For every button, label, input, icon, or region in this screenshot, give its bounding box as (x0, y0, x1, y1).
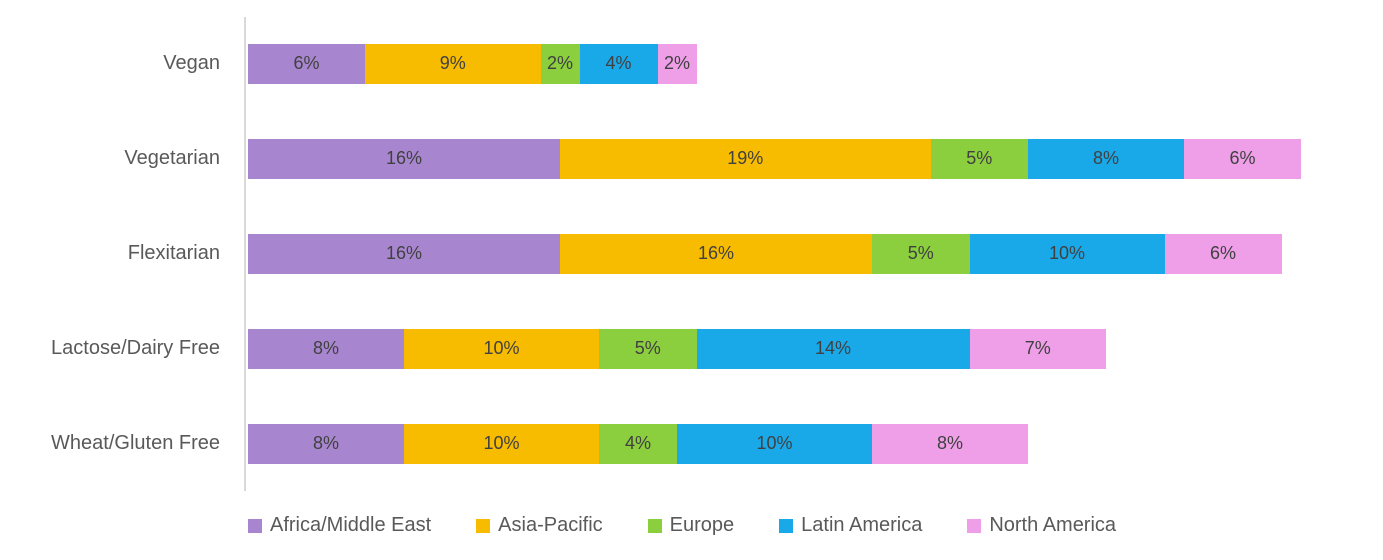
legend: Africa/Middle East Asia-Pacific Europe Lati… (248, 514, 1116, 537)
segment-value-label: 16% (697, 243, 735, 263)
segment-value-label: 10% (756, 433, 793, 453)
bar-segment: 16% (248, 233, 560, 274)
category-label: Vegan (163, 52, 220, 74)
stacked-bar: 16% 19% 5% 8% 6% (244, 138, 1301, 179)
segment-value-label: 9% (439, 53, 466, 73)
legend-label: Asia-Pacific (498, 514, 603, 536)
legend-item: Latin America (779, 514, 922, 537)
segment-value-label: 8% (1092, 148, 1119, 168)
bar-segment: 4% (579, 43, 658, 84)
segment-value-label: 6% (293, 53, 320, 73)
segment-value-label: 6% (1229, 148, 1256, 168)
segment-value-label: 16% (385, 148, 423, 168)
legend-label: Africa/Middle East (270, 514, 432, 536)
stacked-bar: 8% 10% 4% 10% 8% (244, 423, 1028, 464)
legend-item: Europe (647, 514, 735, 537)
segment-value-label: 10% (1048, 243, 1086, 263)
bar-segment: 10% (404, 423, 599, 464)
segment-value-label: 4% (624, 433, 651, 453)
y-axis-line (244, 17, 246, 491)
bar-segment: 2% (657, 43, 697, 84)
category-label: Lactose/Dairy Free (51, 337, 220, 359)
bar-segment: 8% (1028, 138, 1184, 179)
segment-value-label: 8% (312, 433, 339, 453)
segment-value-label: 5% (634, 338, 661, 358)
legend-item: North America (967, 514, 1116, 537)
bar-segment: 6% (1164, 233, 1282, 274)
bar-segment: 7% (969, 328, 1106, 369)
segment-value-label: 19% (727, 148, 764, 168)
legend-swatch-icon (476, 518, 491, 533)
category-label: Wheat/Gluten Free (51, 432, 220, 454)
chart-row: Vegan 6% 9% 2% 4% 2% (0, 16, 1383, 111)
chart-row: Flexitarian 16% 16% 5% 10% 6% (0, 206, 1383, 301)
bar-segment: 5% (599, 328, 697, 369)
bar-segment: 2% (540, 43, 580, 84)
bar-segment: 5% (930, 138, 1028, 179)
bar-segment: 8% (248, 423, 404, 464)
bar-segment: 16% (560, 233, 872, 274)
legend-label: Latin America (801, 514, 923, 536)
bar-segment: 16% (248, 138, 560, 179)
legend-swatch-icon (779, 518, 794, 533)
legend-item: Africa/Middle East (248, 514, 431, 537)
segment-value-label: 4% (605, 53, 632, 73)
segment-value-label: 7% (1024, 338, 1051, 358)
legend-swatch-icon (967, 518, 982, 533)
stacked-bar: 6% 9% 2% 4% 2% (244, 43, 697, 84)
bar-segment: 5% (872, 233, 970, 274)
bar-segment: 9% (365, 43, 541, 84)
segment-value-label: 16% (385, 243, 423, 263)
segment-value-label: 8% (312, 338, 339, 358)
stacked-bar: 8% 10% 5% 14% 7% (244, 328, 1106, 369)
chart-row: Wheat/Gluten Free 8% 10% 4% 10% 8% (0, 396, 1383, 491)
category-label: Vegetarian (124, 147, 220, 169)
chart-row: Vegetarian 16% 19% 5% 8% 6% (0, 111, 1383, 206)
segment-value-label: 5% (966, 148, 993, 168)
segment-value-label: 10% (483, 338, 520, 358)
chart-row: Lactose/Dairy Free 8% 10% 5% 14% 7% (0, 301, 1383, 396)
category-label: Flexitarian (127, 242, 220, 264)
bar-segment: 10% (969, 233, 1165, 274)
legend-label: North America (989, 514, 1117, 536)
legend-swatch-icon (248, 518, 262, 533)
bar-segment: 8% (248, 328, 404, 369)
stacked-bar: 16% 16% 5% 10% 6% (244, 233, 1282, 274)
bar-segment: 14% (696, 328, 970, 369)
legend-swatch-icon (647, 518, 662, 533)
segment-value-label: 2% (663, 53, 690, 73)
segment-value-label: 14% (814, 338, 852, 358)
bar-segment: 8% (872, 423, 1028, 464)
legend-label: Europe (669, 514, 735, 536)
segment-value-label: 5% (907, 243, 934, 263)
segment-value-label: 2% (546, 53, 573, 73)
bar-segment: 10% (677, 423, 872, 464)
bar-segment: 10% (404, 328, 599, 369)
plot-area: Vegan 6% 9% 2% 4% 2% Vegetarian 16% 19% 5% 8% 6% Fle… (0, 16, 1383, 491)
bar-segment: 6% (1184, 138, 1301, 179)
bar-segment: 4% (599, 423, 677, 464)
bar-segment: 6% (248, 43, 365, 84)
segment-value-label: 6% (1209, 243, 1236, 263)
segment-value-label: 10% (483, 433, 520, 453)
legend-item: Asia-Pacific (476, 514, 603, 537)
bar-segment: 19% (560, 138, 931, 179)
segment-value-label: 8% (936, 433, 963, 453)
